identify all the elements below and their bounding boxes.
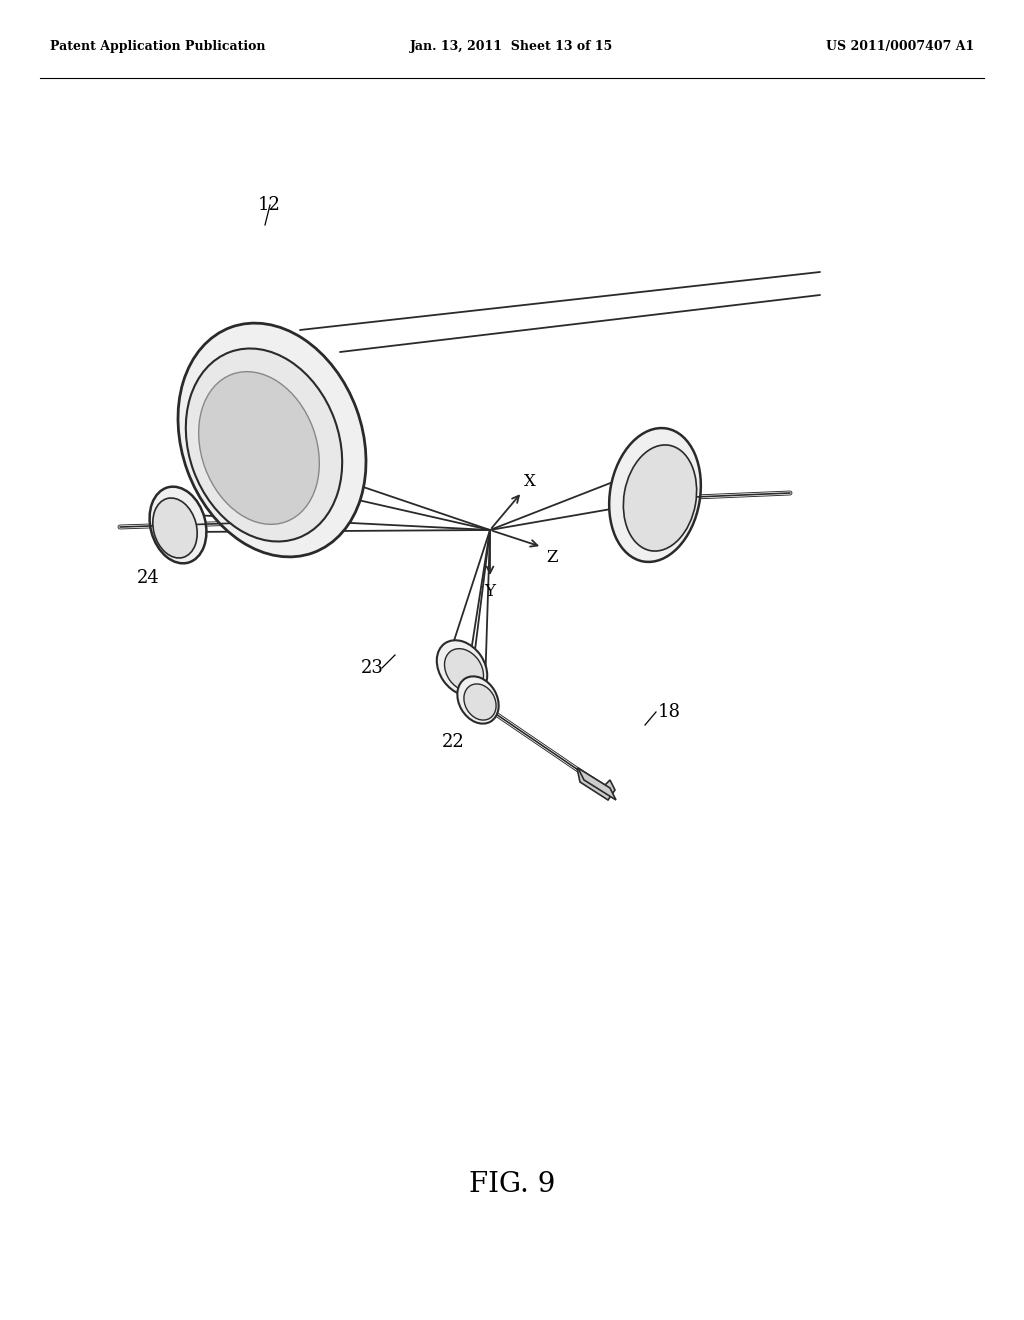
Text: Z: Z [546, 549, 558, 566]
Text: Patent Application Publication: Patent Application Publication [50, 40, 265, 53]
Ellipse shape [178, 323, 366, 557]
Text: X: X [524, 474, 536, 491]
Ellipse shape [185, 348, 342, 541]
Ellipse shape [458, 676, 499, 723]
Ellipse shape [150, 487, 207, 564]
Ellipse shape [464, 684, 496, 721]
Ellipse shape [609, 428, 700, 562]
Polygon shape [578, 768, 616, 800]
Text: Jan. 13, 2011  Sheet 13 of 15: Jan. 13, 2011 Sheet 13 of 15 [411, 40, 613, 53]
Text: 23: 23 [360, 659, 383, 677]
Ellipse shape [624, 445, 696, 550]
Ellipse shape [444, 648, 483, 692]
Text: Y: Y [484, 583, 496, 601]
Text: 18: 18 [658, 704, 681, 721]
Text: FIG. 9: FIG. 9 [469, 1172, 555, 1199]
Ellipse shape [199, 372, 319, 524]
Text: US 2011/0007407 A1: US 2011/0007407 A1 [825, 40, 974, 53]
Ellipse shape [437, 640, 487, 696]
Text: 22: 22 [441, 733, 464, 751]
Ellipse shape [153, 498, 198, 558]
Text: 12: 12 [258, 195, 281, 214]
Text: 30: 30 [656, 459, 679, 477]
Polygon shape [577, 768, 615, 800]
Text: 24: 24 [136, 569, 160, 587]
